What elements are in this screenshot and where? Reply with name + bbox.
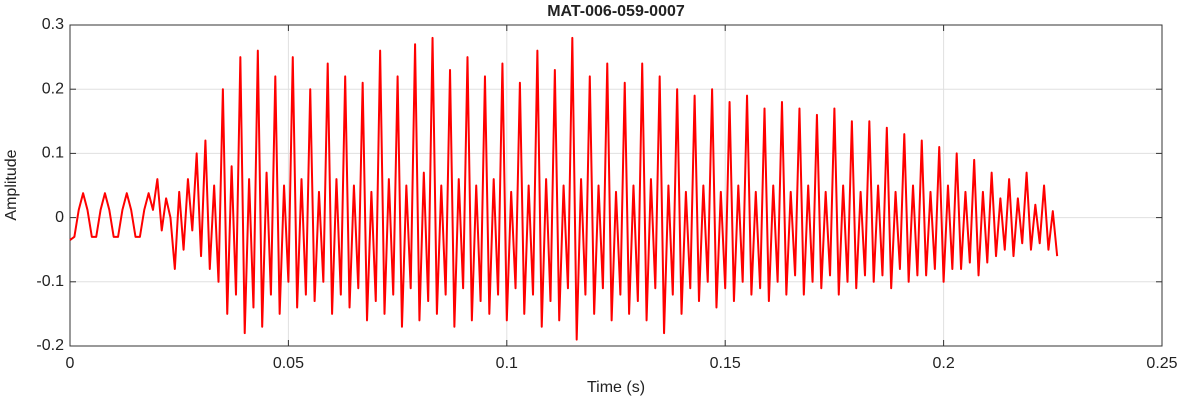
x-tick-label: 0 [66,355,75,372]
y-tick-label: 0.1 [42,145,64,162]
x-tick-label: 0.2 [932,355,954,372]
plot-frame [69,24,1163,347]
x-tick-label: 0.1 [496,355,518,372]
waveform-line [69,36,1059,341]
y-tick-label: 0.2 [42,80,64,97]
x-tick-label: 0.05 [273,355,304,372]
x-tick-label: 0.15 [710,355,741,372]
y-tick-label: -0.2 [36,337,64,354]
y-tick-label: -0.1 [36,273,64,290]
chart-title: MAT-006-059-0007 [547,3,685,20]
y-tick-label: 0 [55,209,64,226]
x-tick-label: 0.25 [1146,355,1177,372]
y-axis-label: Amplitude [3,149,20,220]
y-tick-label: 0.3 [42,16,64,33]
x-axis-label: Time (s) [587,379,645,396]
